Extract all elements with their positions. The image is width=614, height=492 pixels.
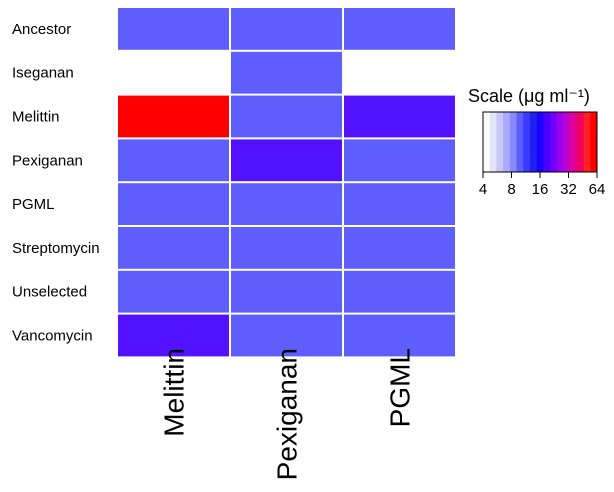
- scale-tick-label: 8: [507, 181, 515, 198]
- row-label-iseganan: Iseganan: [12, 65, 74, 82]
- row-label-melittin: Melittin: [12, 109, 60, 126]
- scale-title: Scale (μg ml⁻¹): [468, 86, 590, 106]
- heatmap-cell-pgml-melittin: [118, 183, 229, 225]
- heatmap-cell-ancestor-melittin: [118, 8, 229, 50]
- scale-stripe: [576, 112, 585, 172]
- color-scale-legend: Scale (μg ml⁻¹) 4 8 16 32 64: [468, 86, 605, 198]
- heatmap-cell-streptomycin-melittin: [118, 227, 229, 269]
- column-label-pexiganan: Pexiganan: [272, 348, 303, 480]
- heatmap-cell-melittin-pexiganan: [231, 95, 342, 138]
- heatmap-cell-ancestor-pexiganan: [231, 8, 342, 50]
- row-label-pgml: PGML: [12, 196, 55, 213]
- heatmap-cell-streptomycin-pexiganan: [231, 227, 342, 269]
- heatmap-cell-pexiganan-melittin: [118, 139, 229, 182]
- scale-stripe: [489, 112, 497, 172]
- heatmap-cell-melittin-pgml: [344, 95, 455, 138]
- heatmap-cell-pgml-pexiganan: [231, 183, 342, 225]
- row-label-ancestor: Ancestor: [12, 21, 71, 38]
- scale-tick-label: 16: [532, 181, 549, 198]
- row-label-unselected: Unselected: [12, 284, 87, 301]
- heatmap-cell-pexiganan-pgml: [344, 139, 455, 182]
- scale-stripe: [516, 112, 524, 172]
- scale-stripe: [523, 112, 531, 172]
- scale-stripe: [556, 112, 564, 172]
- row-label-streptomycin: Streptomycin: [12, 240, 100, 257]
- heatmap-cell-vancomycin-melittin: [118, 314, 229, 357]
- scale-tick-label: 32: [560, 181, 577, 198]
- scale-stripe: [590, 112, 598, 172]
- heatmap-cell-vancomycin-pgml: [344, 314, 455, 357]
- column-label-melittin: Melittin: [159, 348, 190, 437]
- scale-tick-label: 4: [479, 181, 487, 198]
- heatmap-cell-pgml-pgml: [344, 183, 455, 225]
- scale-stripe: [503, 112, 511, 172]
- scale-stripe: [543, 112, 551, 172]
- scale-stripe: [570, 112, 578, 172]
- row-label-vancomycin: Vancomycin: [12, 328, 93, 345]
- scale-stripe: [550, 112, 558, 172]
- column-label-pgml: PGML: [385, 348, 416, 427]
- heatmap-cell-vancomycin-pexiganan: [231, 314, 342, 357]
- heatmap-cell-melittin-melittin: [118, 95, 229, 138]
- heatmap-cell-unselected-melittin: [118, 270, 229, 313]
- scale-stripe: [529, 112, 538, 172]
- scale-bar: [482, 111, 598, 173]
- scale-stripe: [563, 112, 571, 172]
- heatmap-cell-pexiganan-pexiganan: [231, 139, 342, 182]
- scale-stripe: [496, 112, 504, 172]
- heatmap-cell-unselected-pgml: [344, 270, 455, 313]
- column-labels: Melittin Pexiganan PGML: [159, 348, 416, 480]
- scale-stripe: [483, 112, 491, 172]
- heatmap-cells: [118, 8, 455, 357]
- scale-stripe: [536, 112, 544, 172]
- scale-ticks: 4 8 16 32 64: [479, 172, 606, 198]
- heatmap-cell-ancestor-pgml: [344, 8, 455, 50]
- row-labels: Ancestor Iseganan Melittin Pexiganan PGML Str…: [12, 21, 100, 345]
- row-label-pexiganan: Pexiganan: [12, 152, 83, 169]
- heatmap-cell-unselected-pexiganan: [231, 270, 342, 313]
- scale-stripe: [583, 112, 591, 172]
- scale-stripe: [509, 112, 518, 172]
- heatmap-cell-streptomycin-pgml: [344, 227, 455, 269]
- scale-tick-label: 64: [589, 181, 606, 198]
- heatmap-cell-iseganan-pexiganan: [231, 51, 342, 94]
